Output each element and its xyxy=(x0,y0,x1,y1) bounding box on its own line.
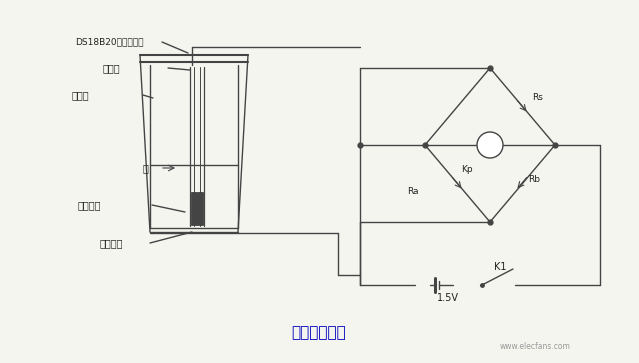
Text: 水: 水 xyxy=(143,163,149,173)
Text: www.elecfans.com: www.elecfans.com xyxy=(500,342,571,351)
Text: Rs: Rs xyxy=(532,94,543,102)
Text: 玻璃管: 玻璃管 xyxy=(103,63,121,73)
Text: 实验装置简图: 实验装置简图 xyxy=(291,326,346,340)
Text: Rb: Rb xyxy=(528,175,540,184)
Circle shape xyxy=(477,132,503,158)
Bar xyxy=(191,192,203,225)
Text: 热敏电阻: 热敏电阻 xyxy=(100,238,123,248)
Text: 1.5V: 1.5V xyxy=(437,293,459,303)
Text: DS18B20温度传感器: DS18B20温度传感器 xyxy=(75,37,144,46)
Text: K1: K1 xyxy=(494,262,507,272)
Text: 保温杯: 保温杯 xyxy=(72,90,89,100)
Text: 变压器油: 变压器油 xyxy=(78,200,102,210)
Text: Ra: Ra xyxy=(407,187,419,196)
Text: Kp: Kp xyxy=(461,164,473,174)
Text: V: V xyxy=(486,140,494,150)
